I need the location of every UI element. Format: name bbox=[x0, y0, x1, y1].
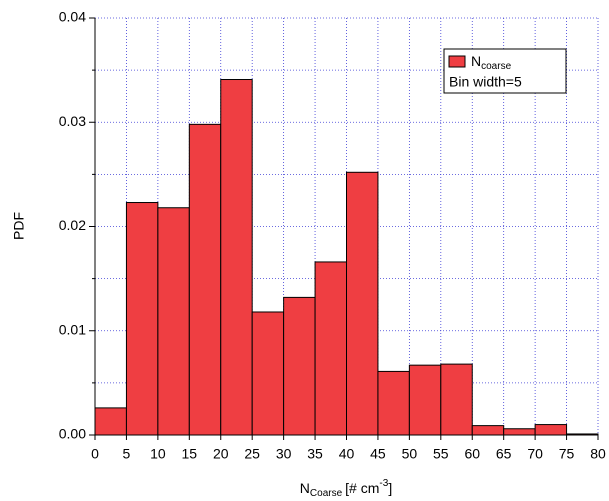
x-tick-label: 45 bbox=[370, 446, 386, 462]
x-tick-label: 5 bbox=[123, 446, 131, 462]
legend-swatch bbox=[448, 55, 466, 68]
y-tick-label: 0.04 bbox=[59, 9, 86, 25]
bar bbox=[251, 311, 285, 436]
x-tick-label: 60 bbox=[464, 446, 480, 462]
y-tick-label: 0.02 bbox=[59, 217, 86, 233]
x-tick-label: 25 bbox=[244, 446, 260, 462]
x-tick-label: 20 bbox=[213, 446, 229, 462]
legend-label-main: N bbox=[471, 53, 481, 69]
x-tick-label: 35 bbox=[307, 446, 323, 462]
x-tick-label: 55 bbox=[433, 446, 449, 462]
y-tick-label: 0.01 bbox=[59, 321, 86, 337]
bar bbox=[503, 428, 536, 436]
x-label-sup: -3 bbox=[379, 478, 388, 489]
legend-box bbox=[443, 48, 567, 94]
bar bbox=[94, 407, 127, 436]
bar bbox=[377, 370, 410, 436]
x-tick-label: 10 bbox=[150, 446, 166, 462]
bar bbox=[346, 171, 379, 436]
x-label-end: ] bbox=[388, 480, 392, 496]
x-tick-label: 70 bbox=[527, 446, 543, 462]
bar bbox=[157, 207, 190, 436]
x-tick-label: 80 bbox=[590, 446, 606, 462]
y-tick-label: 0.00 bbox=[59, 426, 86, 442]
bar bbox=[408, 364, 442, 436]
bar bbox=[440, 363, 473, 436]
x-tick-label: 65 bbox=[496, 446, 512, 462]
x-label-unit: [# cm bbox=[345, 480, 379, 496]
x-tick-label: 15 bbox=[182, 446, 198, 462]
x-tick-label: 30 bbox=[276, 446, 292, 462]
legend-label: Ncoarse bbox=[471, 53, 512, 72]
legend-label-sub: coarse bbox=[481, 61, 511, 72]
x-tick-label: 0 bbox=[91, 446, 99, 462]
bar bbox=[188, 123, 222, 436]
bar bbox=[220, 79, 253, 436]
x-tick-label: 75 bbox=[559, 446, 575, 462]
bar bbox=[125, 202, 159, 436]
x-tick-label: 40 bbox=[339, 446, 355, 462]
x-tick-label: 50 bbox=[402, 446, 418, 462]
x-label-sub: Coarse bbox=[310, 488, 343, 499]
bar bbox=[314, 261, 347, 436]
bar bbox=[534, 424, 568, 436]
annotation: Bin width=5 bbox=[449, 74, 522, 90]
x-axis-label: NCoarse [# cm-3] bbox=[300, 478, 392, 499]
bar bbox=[283, 296, 316, 436]
y-axis-label: PDF bbox=[11, 212, 27, 240]
y-tick-label: 0.03 bbox=[59, 113, 86, 129]
bar bbox=[471, 425, 505, 436]
x-label-main: N bbox=[300, 480, 310, 496]
